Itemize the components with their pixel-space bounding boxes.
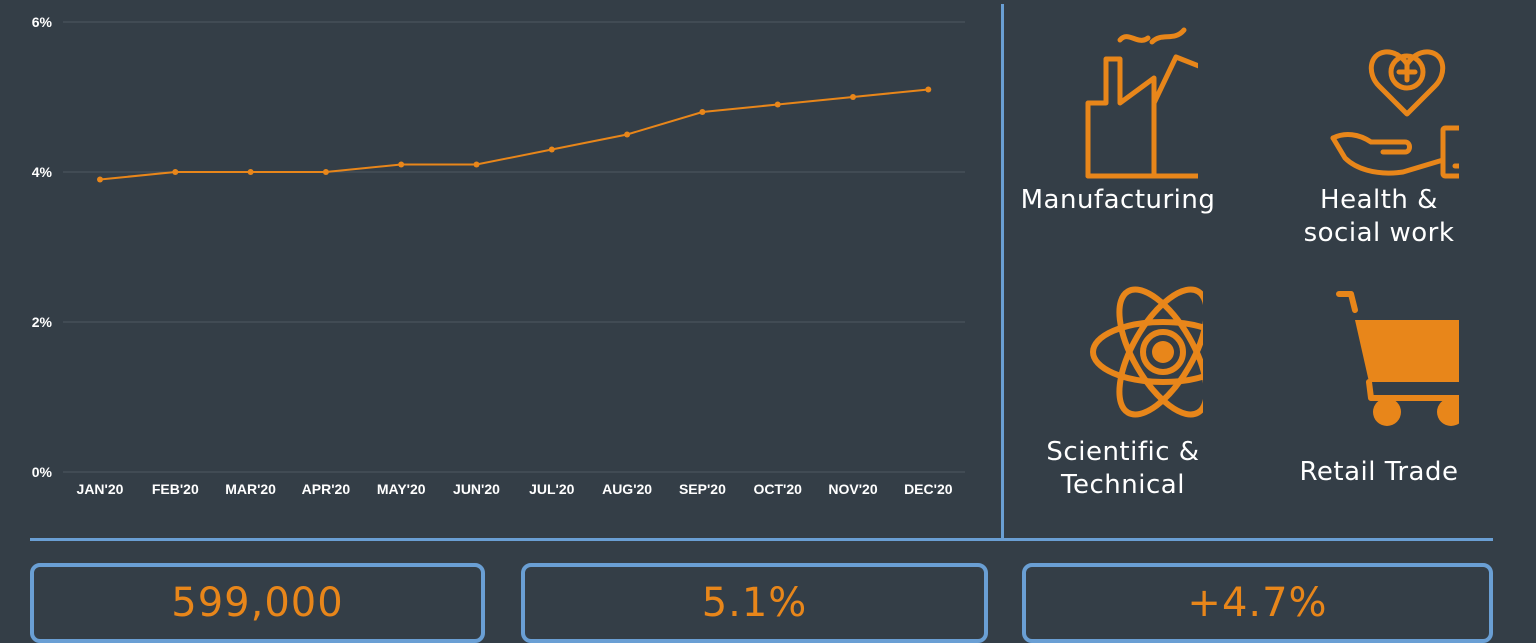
data-point: [247, 169, 254, 175]
data-point: [398, 161, 405, 168]
x-tick-label: FEB'20: [152, 481, 199, 497]
x-tick-label: AUG'20: [602, 481, 652, 497]
x-tick-label: MAY'20: [377, 481, 426, 497]
stat-box-rate: 5.1%: [521, 563, 988, 643]
y-axis-ticks: 0% 2% 4% 6%: [32, 14, 53, 480]
data-point: [624, 131, 631, 138]
unemployment-line-chart: 0%2%4%6% JAN'20 FEB'20 MAR'20 APR'20 MAY'20 J…: [32, 14, 965, 497]
data-point: [322, 169, 329, 175]
atom-icon: [1090, 286, 1203, 418]
x-tick-label: JAN'20: [77, 481, 124, 497]
sector-label: Health & social work: [1303, 185, 1455, 248]
sector-label: Manufacturing: [1020, 185, 1216, 215]
stat-box-employment: 599,000: [30, 563, 485, 643]
data-point: [172, 169, 179, 175]
sector-retail: Retail Trade: [1259, 290, 1499, 489]
vertical-divider: [1001, 4, 1004, 538]
x-tick-label: MAR'20: [225, 481, 276, 497]
x-tick-label: APR'20: [302, 481, 351, 497]
sector-label: Retail Trade: [1299, 457, 1459, 487]
series-points: [97, 86, 932, 183]
x-tick-label: SEP'20: [679, 481, 726, 497]
x-axis-ticks: JAN'20 FEB'20 MAR'20 APR'20 MAY'20 JUN'20 JUL'…: [77, 481, 953, 497]
heart-hand-icon: [1330, 49, 1459, 179]
sector-health: Health & social work: [1259, 26, 1499, 250]
y-tick-label: 6%: [32, 14, 53, 30]
y-tick-label: 2%: [32, 314, 53, 330]
chart-gridlines: [63, 21, 965, 473]
horizontal-divider: [30, 538, 1493, 541]
series-line: [99, 88, 929, 181]
sector-scientific: Scientific & Technical: [1003, 270, 1243, 502]
x-tick-label: OCT'20: [753, 481, 802, 497]
data-point: [473, 161, 480, 168]
stat-value: +4.7%: [1187, 580, 1328, 626]
stat-box-change: +4.7%: [1022, 563, 1493, 643]
data-point: [699, 109, 706, 115]
shopping-cart-icon: [1336, 291, 1459, 426]
data-point: [548, 146, 555, 153]
data-point: [97, 176, 103, 183]
y-tick-label: 0%: [32, 464, 53, 480]
factory-icon: [1085, 27, 1198, 179]
data-point: [774, 101, 781, 108]
sector-label: Scientific & Technical: [1046, 437, 1200, 500]
stat-value: 599,000: [171, 580, 344, 626]
data-point: [925, 86, 932, 93]
x-tick-label: NOV'20: [828, 481, 877, 497]
data-point: [850, 94, 856, 100]
x-tick-label: JUN'20: [453, 481, 500, 497]
stat-value: 5.1%: [701, 580, 808, 626]
x-tick-label: DEC'20: [904, 481, 953, 497]
y-tick-label: 4%: [32, 164, 53, 180]
sector-manufacturing: Manufacturing: [998, 26, 1238, 217]
x-tick-label: JUL'20: [529, 481, 575, 497]
